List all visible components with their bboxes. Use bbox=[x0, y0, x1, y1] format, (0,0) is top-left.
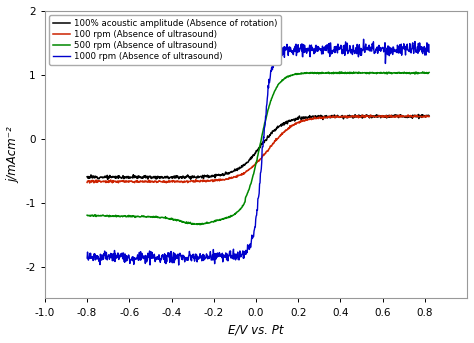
100% acoustic amplitude (Absence of rotation) bbox=[416, 113, 421, 117]
1000 rpm (Absence of ultrasound) bbox=[361, 37, 366, 41]
100% acoustic amplitude (Absence of rotation) bbox=[84, 175, 90, 179]
500 rpm (Absence of ultrasound) bbox=[426, 70, 432, 74]
500 rpm (Absence of ultrasound) bbox=[302, 71, 308, 75]
500 rpm (Absence of ultrasound) bbox=[420, 70, 426, 74]
100 rpm (Absence of ultrasound) bbox=[283, 128, 289, 132]
1000 rpm (Absence of ultrasound) bbox=[344, 43, 350, 47]
500 rpm (Absence of ultrasound) bbox=[84, 213, 90, 217]
500 rpm (Absence of ultrasound) bbox=[344, 71, 350, 75]
Legend: 100% acoustic amplitude (Absence of rotation), 100 rpm (Absence of ultrasound), : 100% acoustic amplitude (Absence of rota… bbox=[49, 15, 281, 64]
1000 rpm (Absence of ultrasound) bbox=[283, 48, 289, 52]
X-axis label: E/V vs. Pt: E/V vs. Pt bbox=[228, 323, 284, 336]
1000 rpm (Absence of ultrasound) bbox=[105, 254, 111, 258]
500 rpm (Absence of ultrasound) bbox=[105, 214, 111, 218]
100 rpm (Absence of ultrasound) bbox=[405, 113, 411, 117]
Line: 100 rpm (Absence of ultrasound): 100 rpm (Absence of ultrasound) bbox=[87, 115, 429, 183]
500 rpm (Absence of ultrasound) bbox=[197, 223, 203, 227]
1000 rpm (Absence of ultrasound) bbox=[426, 50, 432, 54]
500 rpm (Absence of ultrasound) bbox=[379, 71, 385, 75]
1000 rpm (Absence of ultrasound) bbox=[84, 256, 90, 260]
100 rpm (Absence of ultrasound) bbox=[87, 181, 92, 185]
500 rpm (Absence of ultrasound) bbox=[292, 72, 298, 76]
1000 rpm (Absence of ultrasound) bbox=[302, 50, 308, 54]
Line: 100% acoustic amplitude (Absence of rotation): 100% acoustic amplitude (Absence of rota… bbox=[87, 115, 429, 179]
100% acoustic amplitude (Absence of rotation) bbox=[302, 115, 308, 119]
100% acoustic amplitude (Absence of rotation) bbox=[426, 114, 432, 118]
100 rpm (Absence of ultrasound) bbox=[302, 118, 308, 122]
100% acoustic amplitude (Absence of rotation) bbox=[292, 117, 298, 121]
100% acoustic amplitude (Absence of rotation) bbox=[283, 120, 289, 124]
100% acoustic amplitude (Absence of rotation) bbox=[105, 177, 110, 181]
1000 rpm (Absence of ultrasound) bbox=[292, 49, 298, 54]
Line: 500 rpm (Absence of ultrasound): 500 rpm (Absence of ultrasound) bbox=[87, 72, 429, 225]
100 rpm (Absence of ultrasound) bbox=[426, 115, 432, 119]
100% acoustic amplitude (Absence of rotation) bbox=[344, 115, 350, 119]
100 rpm (Absence of ultrasound) bbox=[292, 122, 298, 126]
100 rpm (Absence of ultrasound) bbox=[344, 114, 350, 118]
1000 rpm (Absence of ultrasound) bbox=[380, 46, 385, 50]
100 rpm (Absence of ultrasound) bbox=[379, 115, 385, 119]
Y-axis label: j/mAcm⁻²: j/mAcm⁻² bbox=[7, 127, 20, 182]
500 rpm (Absence of ultrasound) bbox=[283, 75, 289, 80]
Line: 1000 rpm (Absence of ultrasound): 1000 rpm (Absence of ultrasound) bbox=[87, 39, 429, 265]
100 rpm (Absence of ultrasound) bbox=[84, 180, 90, 185]
100% acoustic amplitude (Absence of rotation) bbox=[106, 175, 111, 179]
1000 rpm (Absence of ultrasound) bbox=[176, 263, 182, 267]
100% acoustic amplitude (Absence of rotation) bbox=[379, 114, 385, 118]
100 rpm (Absence of ultrasound) bbox=[106, 180, 111, 185]
